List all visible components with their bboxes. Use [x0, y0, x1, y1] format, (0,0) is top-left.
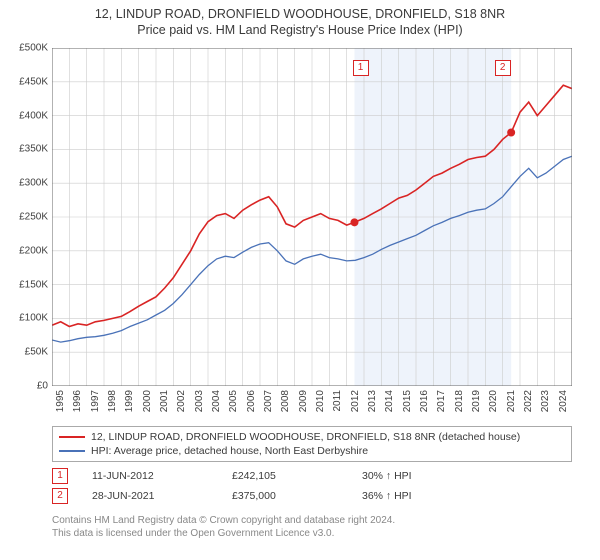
x-axis-label: 2013: [367, 390, 378, 412]
footer-line1: Contains HM Land Registry data © Crown c…: [52, 514, 572, 527]
sale-marker-2: 2: [52, 488, 68, 504]
chart-marker-label: 2: [495, 60, 511, 76]
table-row: 1 11-JUN-2012 £242,105 30% ↑ HPI: [52, 466, 572, 486]
x-axis-label: 2001: [159, 390, 170, 412]
x-axis-label: 2005: [228, 390, 239, 412]
legend-row-2: HPI: Average price, detached house, Nort…: [59, 444, 565, 458]
x-axis-label: 2009: [298, 390, 309, 412]
sale-date-1: 11-JUN-2012: [92, 470, 232, 482]
x-axis-label: 2021: [506, 390, 517, 412]
x-axis-label: 2004: [211, 390, 222, 412]
x-axis-label: 2008: [280, 390, 291, 412]
x-axis-label: 1996: [72, 390, 83, 412]
x-axis-label: 2003: [194, 390, 205, 412]
x-axis-label: 2020: [488, 390, 499, 412]
y-axis-label: £450K: [2, 76, 48, 87]
legend-label-1: 12, LINDUP ROAD, DRONFIELD WOODHOUSE, DR…: [91, 430, 520, 444]
y-axis-label: £200K: [2, 245, 48, 256]
x-axis-label: 2011: [332, 390, 343, 412]
x-axis-label: 2022: [523, 390, 534, 412]
x-axis-label: 2002: [176, 390, 187, 412]
sale-marker-1: 1: [52, 468, 68, 484]
y-axis-label: £0: [2, 381, 48, 392]
y-axis-label: £500K: [2, 43, 48, 54]
chart-title-line1: 12, LINDUP ROAD, DRONFIELD WOODHOUSE, DR…: [0, 6, 600, 22]
y-axis-label: £300K: [2, 178, 48, 189]
x-axis-label: 2023: [540, 390, 551, 412]
chart-area: £0£50K£100K£150K£200K£250K£300K£350K£400…: [52, 48, 572, 386]
x-axis-label: 2007: [263, 390, 274, 412]
y-axis-label: £100K: [2, 313, 48, 324]
x-axis-label: 1995: [55, 390, 66, 412]
chart-title-block: 12, LINDUP ROAD, DRONFIELD WOODHOUSE, DR…: [0, 0, 600, 39]
legend-swatch-1: [59, 436, 85, 438]
footer-line2: This data is licensed under the Open Gov…: [52, 527, 572, 540]
x-axis-label: 2010: [315, 390, 326, 412]
x-axis-label: 2000: [142, 390, 153, 412]
x-axis-label: 2016: [419, 390, 430, 412]
sale-date-2: 28-JUN-2021: [92, 490, 232, 502]
x-axis-label: 2019: [471, 390, 482, 412]
sale-pct-1: 30% ↑ HPI: [362, 470, 572, 482]
y-axis-label: £50K: [2, 347, 48, 358]
x-axis-label: 2012: [350, 390, 361, 412]
page-container: 12, LINDUP ROAD, DRONFIELD WOODHOUSE, DR…: [0, 0, 600, 560]
sale-price-1: £242,105: [232, 470, 362, 482]
sale-price-2: £375,000: [232, 490, 362, 502]
table-row: 2 28-JUN-2021 £375,000 36% ↑ HPI: [52, 486, 572, 506]
x-axis-label: 2006: [246, 390, 257, 412]
y-axis-label: £350K: [2, 144, 48, 155]
sales-table: 1 11-JUN-2012 £242,105 30% ↑ HPI 2 28-JU…: [52, 466, 572, 506]
x-axis-label: 2015: [402, 390, 413, 412]
x-axis-label: 2024: [558, 390, 569, 412]
chart-marker-label: 1: [353, 60, 369, 76]
x-axis-label: 1997: [90, 390, 101, 412]
chart-title-line2: Price paid vs. HM Land Registry's House …: [0, 22, 600, 38]
y-axis-label: £150K: [2, 279, 48, 290]
legend-swatch-2: [59, 450, 85, 452]
chart-svg: [52, 48, 572, 386]
footer-attribution: Contains HM Land Registry data © Crown c…: [52, 514, 572, 540]
x-axis-label: 2018: [454, 390, 465, 412]
y-axis-label: £400K: [2, 110, 48, 121]
legend-box: 12, LINDUP ROAD, DRONFIELD WOODHOUSE, DR…: [52, 426, 572, 462]
x-axis-label: 2017: [436, 390, 447, 412]
sale-pct-2: 36% ↑ HPI: [362, 490, 572, 502]
x-axis-label: 1999: [124, 390, 135, 412]
legend-label-2: HPI: Average price, detached house, Nort…: [91, 444, 368, 458]
x-axis-label: 1998: [107, 390, 118, 412]
legend-row-1: 12, LINDUP ROAD, DRONFIELD WOODHOUSE, DR…: [59, 430, 565, 444]
x-axis-label: 2014: [384, 390, 395, 412]
y-axis-label: £250K: [2, 212, 48, 223]
